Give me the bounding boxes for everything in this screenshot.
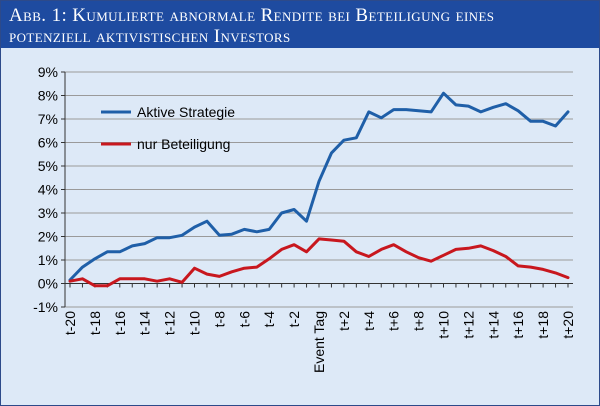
x-tick-label: t+14: [485, 311, 501, 339]
x-tick-label: t-10: [187, 311, 203, 335]
x-tick-label: t-14: [137, 311, 153, 335]
y-tick-label: 9%: [38, 64, 58, 80]
y-tick-label: 2%: [38, 229, 58, 245]
y-tick-label: -1%: [33, 299, 58, 315]
x-tick-label: t-20: [62, 311, 78, 335]
figure-title: Abb. 1: Kumulierte abnormale Rendite bei…: [1, 1, 599, 48]
series-line-2: [68, 237, 570, 288]
x-tick-label: t-18: [87, 311, 103, 335]
series-lines: [68, 91, 570, 288]
x-axis-tick-labels: t-20 t-18 t-16 t-14 t-12 t-10 t-8 t-6 t-4 t-2 Even…: [62, 283, 576, 373]
y-tick-label: 7%: [38, 111, 58, 127]
x-tick-label: t-16: [112, 311, 128, 335]
y-axis-tick-labels: -1% 0% 1% 2% 3% 4% 5% 6% 7% 8% 9%: [33, 64, 58, 315]
x-tick-label: t+6: [386, 311, 402, 331]
x-tick-label: t+4: [361, 311, 377, 331]
y-tick-label: 0%: [38, 276, 58, 292]
figure-title-line-2: potenziell aktivistischen Investors: [9, 26, 291, 47]
y-tick-label: 3%: [38, 205, 58, 221]
x-tick-label: t+2: [336, 311, 352, 331]
x-tick-label: t-8: [211, 311, 227, 328]
y-tick-label: 4%: [38, 182, 58, 198]
x-tick-label: t-6: [236, 311, 252, 328]
legend: Aktive Strategie nur Beteiligung: [101, 104, 235, 152]
series-line-1: [68, 91, 570, 282]
x-tick-label: t+18: [535, 311, 551, 339]
x-tick-label: t-12: [162, 311, 178, 335]
x-tick-label: t-2: [286, 311, 302, 328]
figure-title-line-1: Abb. 1: Kumulierte abnormale Rendite bei…: [9, 5, 495, 26]
x-tick-label: t-4: [261, 311, 277, 328]
line-chart: -1% 0% 1% 2% 3% 4% 5% 6% 7% 8% 9% t-20 t-18 t-16 t-14…: [33, 64, 576, 373]
y-tick-label: 8%: [38, 88, 58, 104]
y-tick-label: 5%: [38, 158, 58, 174]
y-tick-label: 1%: [38, 252, 58, 268]
x-tick-label: Event Tag: [311, 311, 327, 373]
x-tick-label: t+20: [560, 311, 576, 339]
x-tick-label: t+8: [411, 311, 427, 331]
x-tick-label: t+16: [510, 311, 526, 339]
x-tick-label: t+12: [460, 311, 476, 339]
x-tick-label: t+10: [436, 311, 452, 339]
y-tick-label: 6%: [38, 135, 58, 151]
legend-label: Aktive Strategie: [137, 104, 235, 120]
legend-label: nur Beteiligung: [137, 136, 230, 152]
